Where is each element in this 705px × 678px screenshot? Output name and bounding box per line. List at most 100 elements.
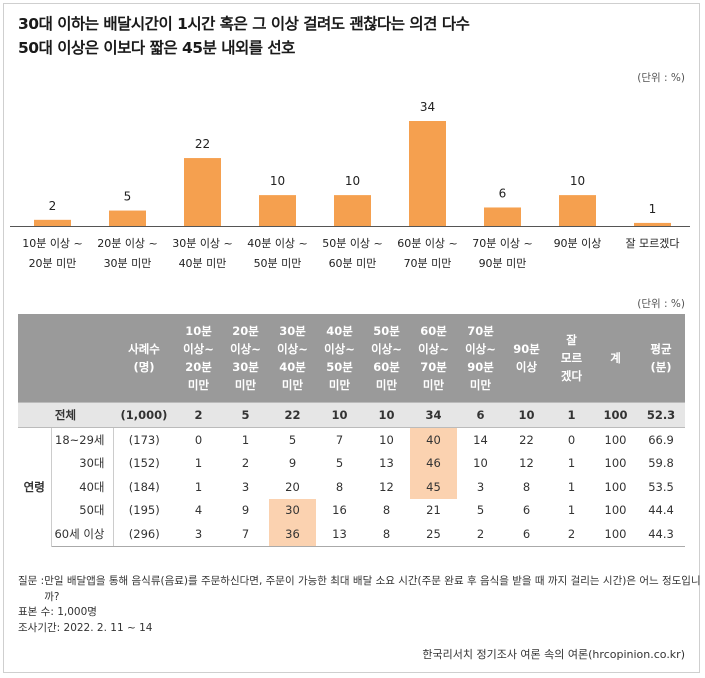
bar-8 <box>634 222 671 226</box>
bar-value-label-1: 5 <box>124 190 132 204</box>
table-header-cell: 20분 이상~ 30분 미만 <box>222 314 269 403</box>
table-cell: 20 <box>285 479 300 494</box>
table-cell: 100 <box>604 503 627 518</box>
table-cell: 10 <box>379 432 394 447</box>
table-header-row: 사례수 (명) 10분 이상~ 20분 미만 20분 이상~ 30분 미만 30분 이상~ 40분 미만 4… <box>18 314 685 403</box>
table-row: 60세 이상 (296) 3 7 36 13 8 25 2 6 2 100 44.3 <box>18 522 685 547</box>
table-cell: 3 <box>241 479 250 494</box>
table-cell: 6 <box>504 522 549 547</box>
bar-value-label-4: 10 <box>345 174 360 188</box>
table-header-cell: 50분 이상~ 60분 미만 <box>363 314 410 403</box>
source-credit: 한국리서치 정기조사 여론 속의 여론(hrcopinion.co.kr) <box>422 648 685 661</box>
table-cell: (173) <box>128 432 160 447</box>
question-note: 질문 : 만일 배달앱을 통해 음식류(음료)를 주문하신다면, 주문이 가능한… <box>18 574 705 605</box>
table-cell: 16 <box>332 503 347 518</box>
table-cell: 21 <box>426 503 441 518</box>
table-row: 40대 (184) 1 3 20 8 12 45 3 8 1 100 53.5 <box>18 475 685 499</box>
table-cell: 36 <box>269 522 316 547</box>
chart-title-line1: 30대 이하는 배달시간이 1시간 혹은 그 이상 걸려도 괜찮다는 의견 다수 <box>18 15 470 33</box>
table-cell: 12 <box>379 479 394 494</box>
table-cell: 13 <box>316 522 363 547</box>
table-header-cell: 30분 이상~ 40분 미만 <box>269 314 316 403</box>
table-header-cell: 계 <box>594 314 637 403</box>
category-label-7-0: 90분 이상 <box>554 237 602 250</box>
bar-0 <box>34 219 71 226</box>
table-cell: 8 <box>382 503 391 518</box>
table-cell: 22 <box>519 432 534 447</box>
table-cell: 5 <box>222 402 269 428</box>
table-header-cell <box>51 314 113 403</box>
table-cell: 2 <box>241 456 250 471</box>
sample-note: 표본 수: 1,000명 <box>18 606 97 618</box>
table-cell: 13 <box>379 456 394 471</box>
table-cell: 10 <box>473 456 488 471</box>
table-cell: 8 <box>335 479 344 494</box>
table-cell: 8 <box>363 522 410 547</box>
table-cell: 7 <box>335 432 344 447</box>
table-header-cell: 10분 이상~ 20분 미만 <box>175 314 222 403</box>
table-cell: 25 <box>410 522 457 547</box>
table-cell: 0 <box>194 432 203 447</box>
table-cell: 6 <box>522 503 531 518</box>
row-label: 18~29세 <box>51 427 114 452</box>
table-cell: 9 <box>241 503 250 518</box>
table-cell: 1 <box>241 432 250 447</box>
notes: 질문 : 만일 배달앱을 통해 음식류(음료)를 주문하신다면, 주문이 가능한… <box>18 574 705 636</box>
table-header-cell: 40분 이상~ 50분 미만 <box>316 314 363 403</box>
category-label-3-0: 40분 이상 ~ <box>247 237 308 250</box>
bar-value-label-3: 10 <box>270 174 285 188</box>
category-label-4-0: 50분 이상 ~ <box>322 237 383 250</box>
table-cell: 53.5 <box>648 479 674 494</box>
table-cell: (184) <box>128 479 160 494</box>
table-row: 연령 18~29세 (173) 0 1 5 7 10 40 14 22 0 100 66.9 <box>18 427 685 546</box>
table-cell: 4 <box>194 503 203 518</box>
table-cell: 5 <box>476 503 485 518</box>
category-label-4-1: 60분 미만 <box>329 257 377 270</box>
table-cell: 10 <box>316 402 363 428</box>
bar-value-label-0: 2 <box>49 199 57 213</box>
bar-5 <box>409 121 446 226</box>
table-cell: 100 <box>604 456 627 471</box>
table-cell: 40 <box>410 427 457 452</box>
category-label-8-0: 잘 모르겠다 <box>625 237 679 250</box>
category-label-1-1: 30분 미만 <box>104 257 152 270</box>
table-cell: 1 <box>194 456 203 471</box>
table-cell: 8 <box>522 479 531 494</box>
category-label-5-0: 60분 이상 ~ <box>397 237 458 250</box>
bar-chart: 2 10분 이상 ~ 20분 미만 5 20분 이상 ~ 30분 미만 22 30분 이상 ~… <box>10 100 690 270</box>
category-label-6-0: 70분 이상 ~ <box>472 237 533 250</box>
table-cell: 46 <box>410 451 457 475</box>
bar-value-label-8: 1 <box>649 202 657 216</box>
table-cell: 100 <box>594 402 637 428</box>
table-header-cell: 평균 (분) <box>637 314 685 403</box>
question-text: 만일 배달앱을 통해 음식류(음료)를 주문하신다면, 주문이 가능한 최대 배… <box>44 575 701 603</box>
table-cell: 1 <box>549 402 594 428</box>
row-label: 50대 <box>51 498 114 522</box>
table-cell: 10 <box>363 402 410 428</box>
table-cell: 30 <box>269 498 316 522</box>
table-cell: (195) <box>128 503 160 518</box>
table-cell: 1 <box>567 503 576 518</box>
category-label-2-0: 30분 이상 ~ <box>172 237 233 250</box>
table-cell: 52.3 <box>637 402 685 428</box>
table-cell: 10 <box>504 402 549 428</box>
table-cell: 1 <box>567 456 576 471</box>
bar-value-label-6: 6 <box>499 186 507 200</box>
table-cell: 2 <box>175 402 222 428</box>
table-cell: (152) <box>128 456 160 471</box>
table-row: 30대 (152) 1 2 9 5 13 46 10 12 1 100 59.8 <box>18 451 685 475</box>
table-cell: 1 <box>567 479 576 494</box>
question-label: 질문 : <box>18 575 45 587</box>
table-cell: 59.8 <box>648 456 674 471</box>
chart-unit-label: (단위 : %) <box>637 72 685 84</box>
category-label-1-0: 20분 이상 ~ <box>97 237 158 250</box>
table-cell: 22 <box>269 402 316 428</box>
table-cell: 2 <box>457 522 504 547</box>
table-cell: 9 <box>288 456 297 471</box>
table-cell: 5 <box>335 456 344 471</box>
table-header-cell: 90분 이상 <box>504 314 549 403</box>
table-cell: 3 <box>476 479 485 494</box>
row-label: 30대 <box>51 451 114 475</box>
table-cell: 1 <box>194 479 203 494</box>
frame-border <box>3 3 700 673</box>
